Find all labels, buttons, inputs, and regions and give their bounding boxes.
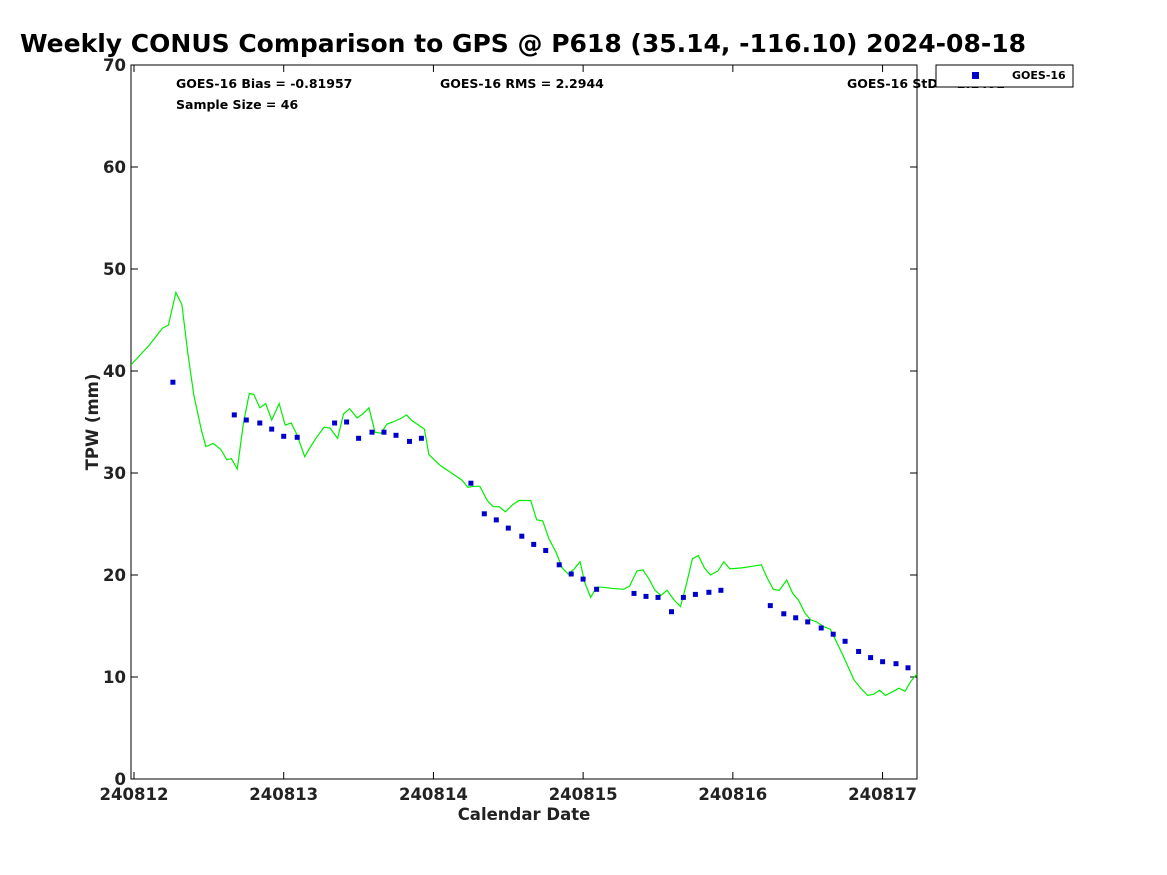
data-point-goes16 <box>818 625 824 631</box>
y-tick-label: 10 <box>103 668 126 687</box>
legend: GOES-16 <box>935 64 1074 88</box>
data-point-goes16 <box>407 438 412 444</box>
y-tick-label: 30 <box>103 464 126 483</box>
x-axis-ticks: 240812 240813 240814 240815 240816 240817 <box>100 65 917 804</box>
plot-frame <box>130 64 918 780</box>
y-axis-label: TPW (mm) <box>83 374 102 471</box>
y-tick-label: 70 <box>103 56 126 75</box>
data-point-goes16 <box>680 594 686 600</box>
data-point-goes16 <box>519 533 525 539</box>
x-tick-label: 240814 <box>399 785 468 804</box>
data-point-goes16 <box>381 429 387 435</box>
y-tick-label: 40 <box>103 362 126 381</box>
data-point-goes16 <box>692 591 698 597</box>
data-point-goes16 <box>269 426 275 432</box>
y-axis-ticks: 0 10 20 30 40 50 60 70 <box>103 56 917 789</box>
legend-marker-goes16 <box>972 72 979 79</box>
data-point-goes16 <box>418 435 424 441</box>
stat-rms: GOES-16 RMS = 2.2944 <box>440 76 604 91</box>
data-point-goes16 <box>281 433 287 439</box>
x-tick-label: 240816 <box>698 785 767 804</box>
data-point-goes16 <box>594 586 600 592</box>
x-tick-label: 240815 <box>549 785 618 804</box>
data-point-goes16 <box>580 576 586 582</box>
data-point-goes16 <box>294 434 300 440</box>
y-tick-label: 20 <box>103 566 126 585</box>
data-point-goes16 <box>257 420 263 426</box>
data-point-goes16 <box>856 649 862 654</box>
data-point-goes16 <box>481 511 487 517</box>
data-point-goes16 <box>543 548 549 553</box>
data-point-goes16 <box>556 562 562 568</box>
data-point-goes16 <box>243 417 249 423</box>
data-point-goes16 <box>718 587 724 593</box>
data-point-goes16 <box>643 593 649 599</box>
data-point-goes16 <box>781 611 787 617</box>
legend-box <box>935 64 1074 88</box>
y-tick-label: 0 <box>115 770 126 789</box>
data-point-goes16 <box>344 419 350 425</box>
stat-bias: GOES-16 Bias = -0.81957 <box>176 76 352 91</box>
data-point-goes16 <box>369 429 375 435</box>
series-markers-goes16 <box>170 379 911 671</box>
plot-area: 0 10 20 30 40 50 60 70 240812 240813 240814 240815… <box>100 56 918 804</box>
series-line-gps <box>130 290 918 697</box>
data-point-goes16 <box>868 655 874 661</box>
chart-title: Weekly CONUS Comparison to GPS @ P618 (3… <box>20 29 1026 58</box>
data-point-goes16 <box>842 638 848 644</box>
data-point-goes16 <box>655 594 661 600</box>
x-tick-label: 240812 <box>100 785 169 804</box>
data-point-goes16 <box>231 412 237 418</box>
x-tick-label: 240813 <box>249 785 318 804</box>
legend-label-goes16: GOES-16 <box>1012 69 1066 82</box>
data-point-goes16 <box>830 631 836 637</box>
y-tick-label: 60 <box>103 158 126 177</box>
data-point-goes16 <box>805 619 811 625</box>
data-point-goes16 <box>393 432 399 438</box>
data-point-goes16 <box>531 541 537 547</box>
data-point-goes16 <box>905 665 911 671</box>
x-tick-label: 240817 <box>848 785 917 804</box>
data-point-goes16 <box>493 517 499 523</box>
data-point-goes16 <box>880 659 886 665</box>
data-point-goes16 <box>505 525 511 531</box>
data-point-goes16 <box>356 435 362 441</box>
data-point-goes16 <box>568 571 574 577</box>
data-point-goes16 <box>631 590 637 596</box>
stat-sample-size: Sample Size = 46 <box>176 97 298 112</box>
data-point-goes16 <box>170 379 176 385</box>
x-axis-label: Calendar Date <box>458 805 591 824</box>
data-point-goes16 <box>893 661 899 667</box>
data-point-goes16 <box>767 603 773 609</box>
data-point-goes16 <box>669 609 674 615</box>
data-point-goes16 <box>706 589 712 595</box>
y-tick-label: 50 <box>103 260 126 279</box>
data-point-goes16 <box>332 420 338 426</box>
data-point-goes16 <box>793 615 799 621</box>
data-point-goes16 <box>468 480 474 486</box>
